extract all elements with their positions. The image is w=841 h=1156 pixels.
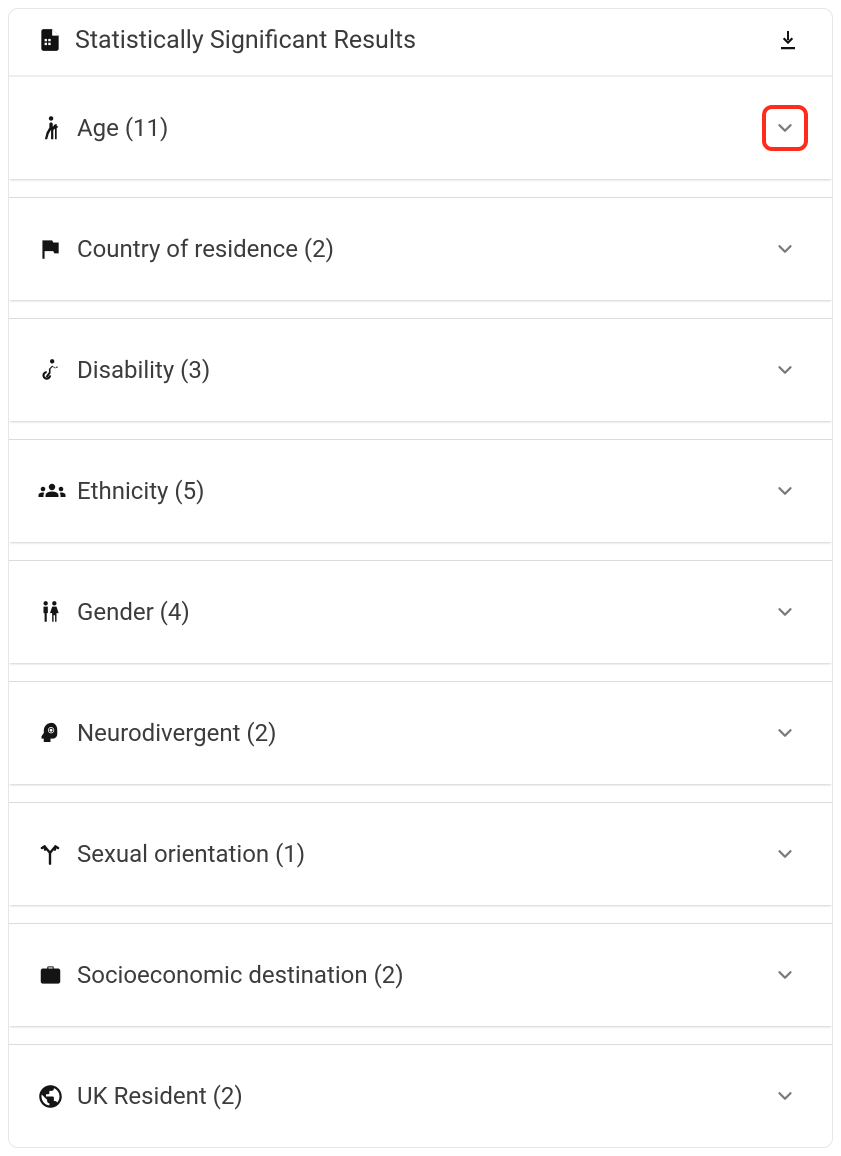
category-item-ethnicity[interactable]: Ethnicity (5)	[9, 439, 832, 542]
category-label: Socioeconomic destination (2)	[75, 961, 762, 989]
expand-chevron-icon[interactable]	[762, 1073, 808, 1119]
flag-icon	[37, 235, 75, 263]
category-label: Age (11)	[75, 114, 762, 142]
expand-chevron-icon[interactable]	[762, 105, 808, 151]
psychology-icon	[37, 719, 75, 747]
category-label: Gender (4)	[75, 598, 762, 626]
category-label: Neurodivergent (2)	[75, 719, 762, 747]
panel-header: Statistically Significant Results	[9, 9, 832, 76]
results-panel: Statistically Significant Results Age (1…	[8, 8, 833, 1148]
category-label: Ethnicity (5)	[75, 477, 762, 505]
wheelchair-icon	[37, 356, 75, 384]
expand-chevron-icon[interactable]	[762, 589, 808, 635]
category-item-sexual-orientation[interactable]: Sexual orientation (1)	[9, 802, 832, 905]
category-label: Disability (3)	[75, 356, 762, 384]
fork-icon	[37, 840, 75, 868]
category-item-country[interactable]: Country of residence (2)	[9, 197, 832, 300]
expand-chevron-icon[interactable]	[762, 710, 808, 756]
gender-icon	[37, 597, 75, 627]
category-label: Country of residence (2)	[75, 235, 762, 263]
expand-chevron-icon[interactable]	[762, 831, 808, 877]
category-label: Sexual orientation (1)	[75, 840, 762, 868]
expand-chevron-icon[interactable]	[762, 347, 808, 393]
category-item-neurodivergent[interactable]: Neurodivergent (2)	[9, 681, 832, 784]
expand-chevron-icon[interactable]	[762, 468, 808, 514]
expand-chevron-icon[interactable]	[762, 952, 808, 998]
category-list: Age (11) Country of residence (2)	[9, 76, 832, 1147]
download-button[interactable]	[768, 28, 808, 52]
document-icon	[37, 25, 71, 55]
category-item-socioeconomic[interactable]: Socioeconomic destination (2)	[9, 923, 832, 1026]
briefcase-icon	[37, 962, 75, 988]
category-label: UK Resident (2)	[75, 1082, 762, 1110]
globe-icon	[37, 1083, 75, 1110]
category-item-uk-resident[interactable]: UK Resident (2)	[9, 1044, 832, 1147]
category-item-gender[interactable]: Gender (4)	[9, 560, 832, 663]
expand-chevron-icon[interactable]	[762, 226, 808, 272]
groups-icon	[37, 480, 75, 502]
category-item-age[interactable]: Age (11)	[9, 76, 832, 179]
category-item-disability[interactable]: Disability (3)	[9, 318, 832, 421]
elderly-icon	[37, 113, 75, 143]
panel-title: Statistically Significant Results	[71, 26, 768, 55]
